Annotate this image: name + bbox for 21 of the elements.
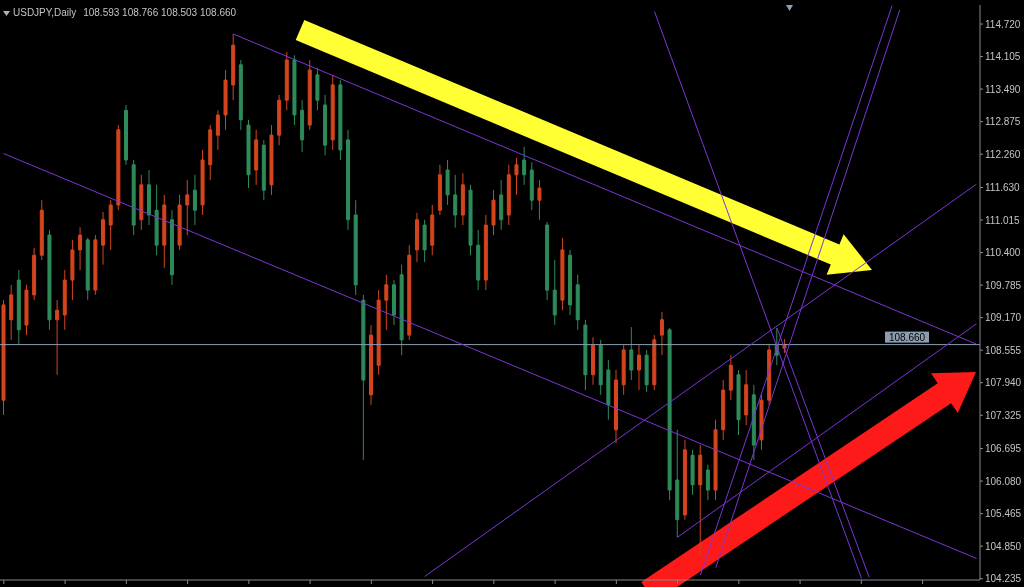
y-tick-label: 114.105 [985, 51, 1021, 63]
chart-subtitle: 108.593 108.766 108.503 108.660 [83, 7, 237, 18]
y-tick-label: 107.940 [985, 377, 1022, 389]
chart-title: USDJPY,Daily [13, 7, 77, 18]
y-tick-label: 104.235 [985, 573, 1022, 585]
y-tick-label: 113.490 [985, 83, 1021, 95]
y-tick-label: 105.465 [985, 508, 1022, 520]
y-tick-label: 112.260 [985, 148, 1021, 160]
y-tick-label: 107.325 [985, 409, 1022, 421]
y-tick-label: 109.170 [985, 312, 1022, 324]
ref-line-label: 108.660 [888, 331, 926, 343]
y-tick-label: 110.400 [985, 247, 1021, 259]
y-tick-label: 104.850 [985, 540, 1022, 552]
y-tick-label: 108.555 [985, 344, 1022, 356]
y-tick-label: 106.080 [985, 475, 1022, 487]
y-tick-label: 106.695 [985, 443, 1022, 455]
y-tick-label: 109.785 [985, 279, 1022, 291]
y-tick-label: 112.875 [985, 116, 1021, 128]
y-tick-label: 111.630 [985, 182, 1021, 194]
y-tick-label: 114.720 [985, 18, 1021, 30]
y-tick-label: 111.015 [985, 214, 1021, 226]
